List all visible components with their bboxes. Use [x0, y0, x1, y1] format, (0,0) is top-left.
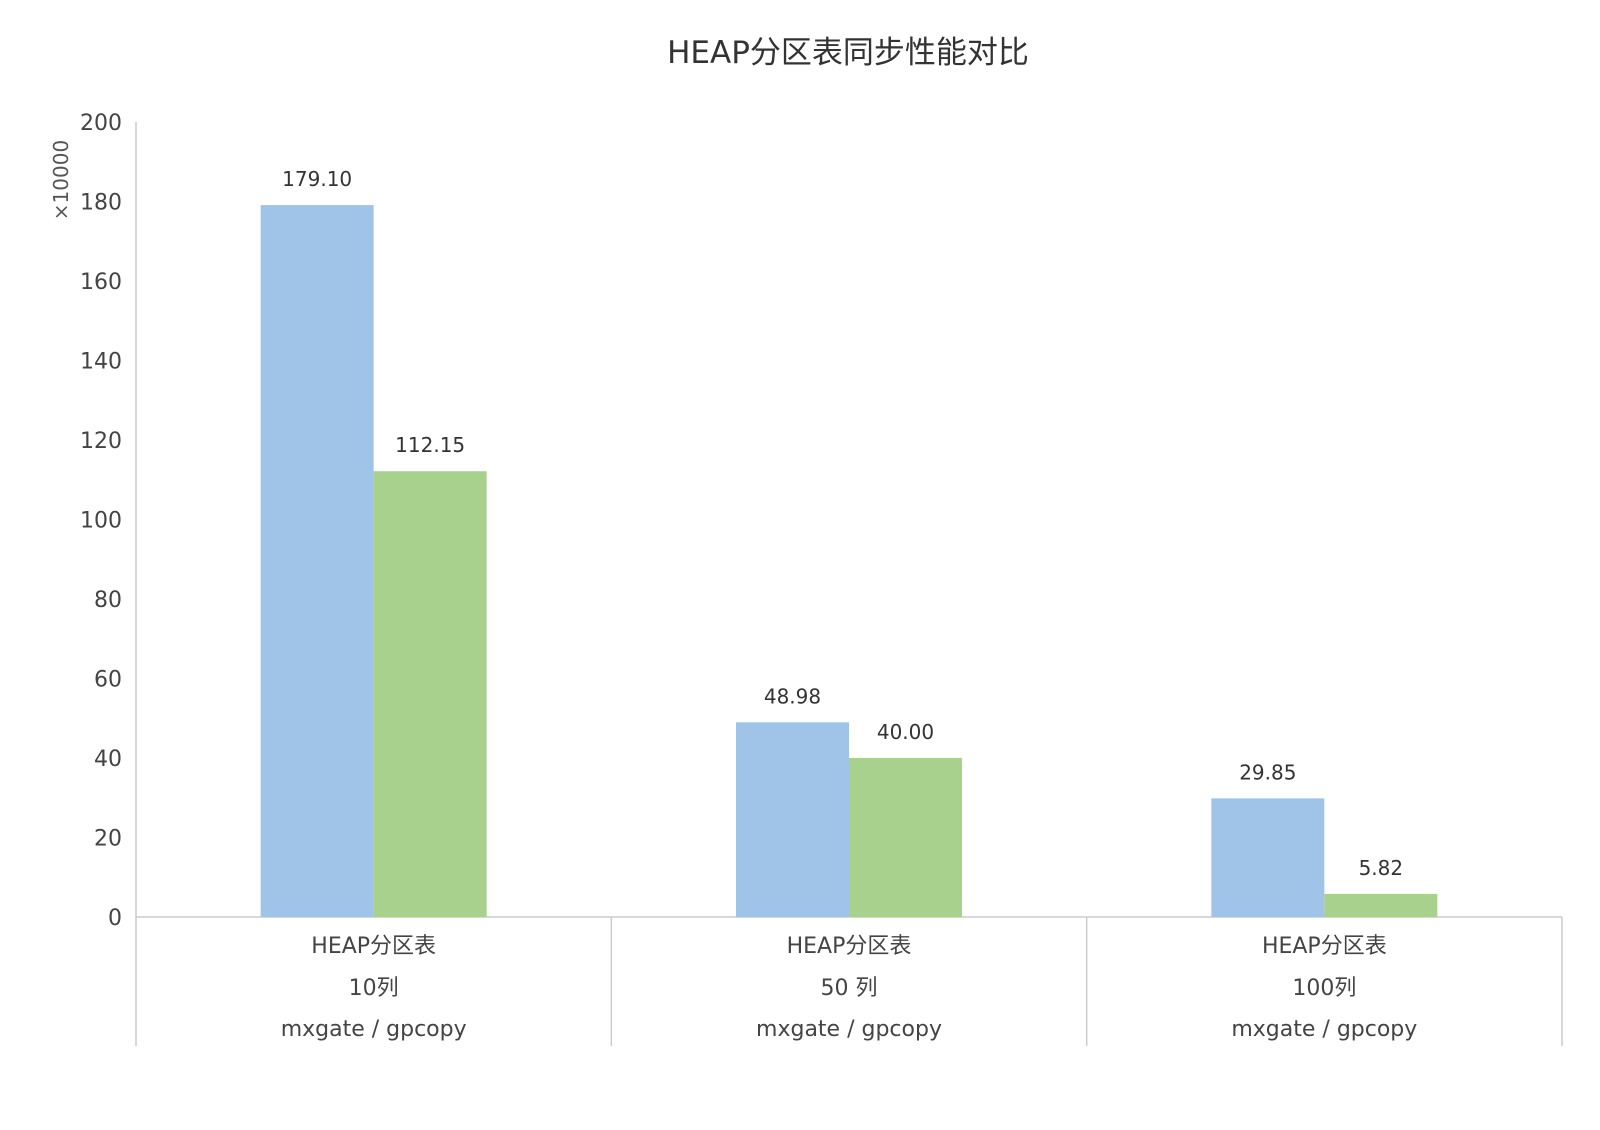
y-axis-unit-label: ×10000	[49, 140, 73, 220]
y-tick-label: 20	[94, 827, 122, 852]
y-tick-label: 0	[108, 906, 122, 931]
x-category-label: HEAP分区表	[787, 934, 912, 959]
y-axis-ticks: 0 20 40 60 80 100 120 140 160 180 200	[80, 111, 122, 931]
y-tick-label: 160	[80, 270, 122, 295]
bar	[1211, 798, 1325, 917]
y-tick-label: 200	[80, 111, 122, 136]
bar-value-labels: 179.10 112.15 48.98 40.00 29.85 5.82	[282, 167, 1403, 880]
chart-title: HEAP分区表同步性能对比	[667, 35, 1029, 71]
y-tick-label: 40	[94, 747, 122, 772]
bar-value-label: 112.15	[395, 433, 465, 457]
x-category-label: HEAP分区表	[1262, 934, 1387, 959]
bar	[849, 758, 962, 917]
y-tick-label: 60	[94, 668, 122, 693]
bar-value-label: 40.00	[877, 720, 934, 744]
y-tick-label: 100	[80, 509, 122, 534]
bar-value-label: 179.10	[282, 167, 352, 191]
bars	[260, 205, 1438, 917]
x-axis-category-labels: HEAP分区表 10列 mxgate / gpcopy HEAP分区表 50 列 mxga…	[281, 934, 1418, 1042]
bar-value-label: 48.98	[764, 684, 821, 708]
y-tick-label: 120	[80, 429, 122, 454]
x-category-label: mxgate / gpcopy	[281, 1017, 467, 1042]
bar-value-label: 5.82	[1359, 856, 1404, 880]
x-category-label: 10列	[349, 976, 399, 1001]
x-category-label: 100列	[1292, 976, 1356, 1001]
x-category-label: 50 列	[821, 976, 878, 1001]
bar	[1324, 893, 1438, 917]
x-category-label: mxgate / gpcopy	[1231, 1017, 1417, 1042]
y-tick-label: 140	[80, 350, 122, 375]
x-category-label: HEAP分区表	[311, 934, 436, 959]
bar-value-label: 29.85	[1239, 760, 1296, 784]
bar	[736, 722, 849, 917]
bar	[260, 205, 374, 917]
y-tick-label: 180	[80, 191, 122, 216]
bar	[373, 471, 487, 917]
x-category-label: mxgate / gpcopy	[756, 1017, 942, 1042]
y-tick-label: 80	[94, 588, 122, 613]
